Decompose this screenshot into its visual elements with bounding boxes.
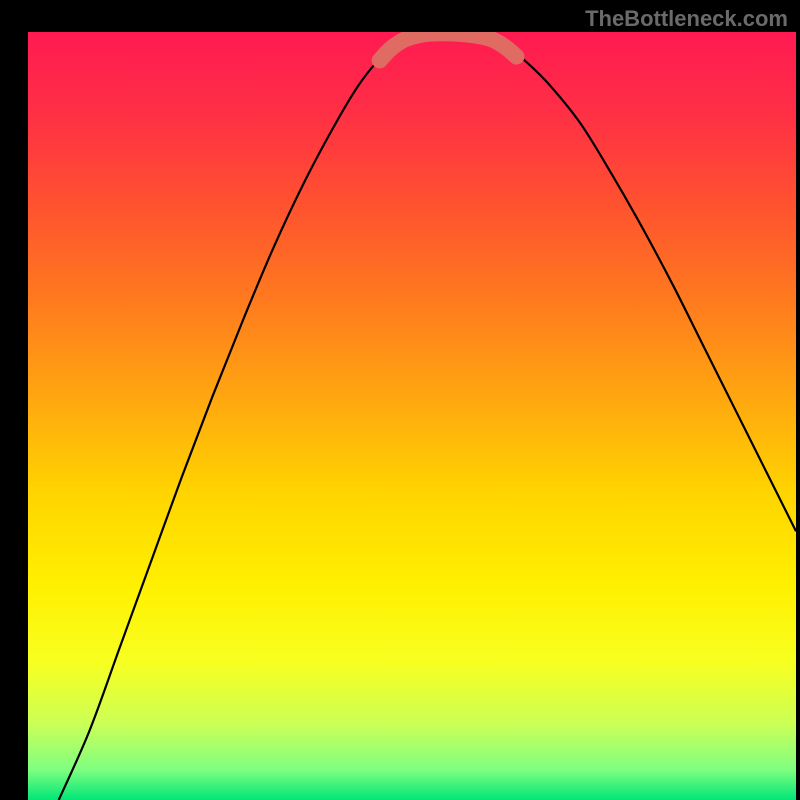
bottleneck-chart	[28, 32, 796, 800]
watermark-text: TheBottleneck.com	[585, 6, 788, 32]
chart-svg	[28, 32, 796, 800]
chart-background	[28, 32, 796, 800]
